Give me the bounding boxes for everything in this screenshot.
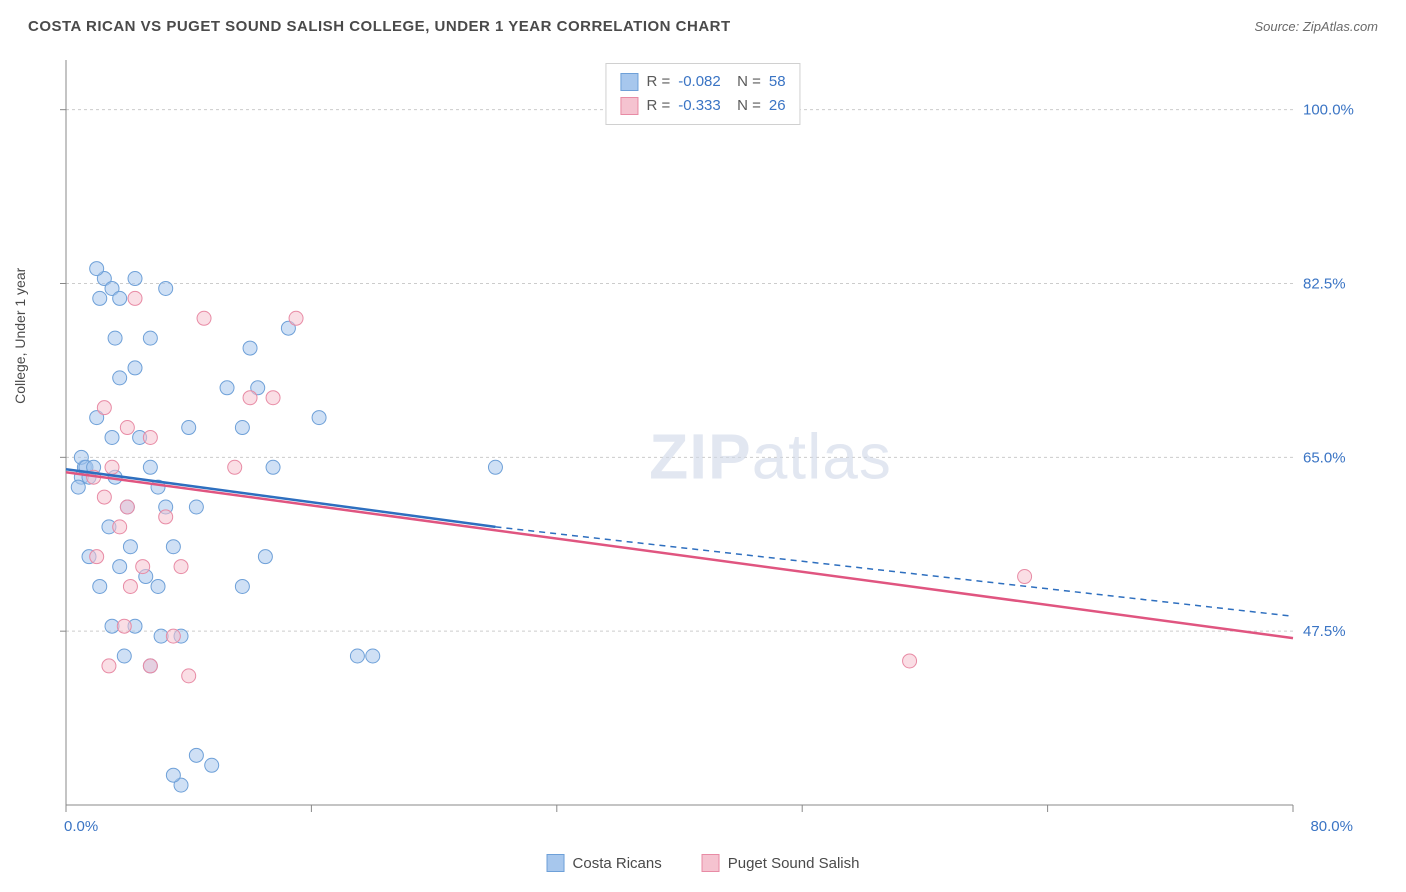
chart-title: COSTA RICAN VS PUGET SOUND SALISH COLLEG… xyxy=(28,18,731,35)
series-legend: Costa Ricans Puget Sound Salish xyxy=(547,854,860,872)
corr-label-n: N = xyxy=(729,94,761,118)
svg-text:65.0%: 65.0% xyxy=(1303,449,1346,466)
corr-value-n-1: 58 xyxy=(769,70,786,94)
swatch-legend-2 xyxy=(702,854,720,872)
legend-label-1: Costa Ricans xyxy=(573,855,662,872)
svg-text:100.0%: 100.0% xyxy=(1303,102,1354,119)
swatch-series-1 xyxy=(620,73,638,91)
legend-item-2: Puget Sound Salish xyxy=(702,854,860,872)
swatch-legend-1 xyxy=(547,854,565,872)
swatch-series-2 xyxy=(620,97,638,115)
legend-label-2: Puget Sound Salish xyxy=(728,855,860,872)
header: COSTA RICAN VS PUGET SOUND SALISH COLLEG… xyxy=(0,0,1406,47)
svg-text:47.5%: 47.5% xyxy=(1303,623,1346,640)
correlation-legend: R = -0.082 N = 58 R = -0.333 N = 26 xyxy=(605,63,800,125)
chart-area: College, Under 1 year 47.5%65.0%82.5%100… xyxy=(28,55,1378,872)
source-attribution: Source: ZipAtlas.com xyxy=(1254,19,1378,34)
legend-item-1: Costa Ricans xyxy=(547,854,662,872)
corr-label-r: R = xyxy=(646,70,670,94)
svg-text:80.0%: 80.0% xyxy=(1310,818,1353,835)
corr-value-r-2: -0.333 xyxy=(678,94,721,118)
corr-label-r: R = xyxy=(646,94,670,118)
corr-label-n: N = xyxy=(729,70,761,94)
corr-value-r-1: -0.082 xyxy=(678,70,721,94)
svg-text:82.5%: 82.5% xyxy=(1303,276,1346,293)
scatter-chart-svg: 47.5% 65.0% 82.5% 100.0% 0.0% 80.0% xyxy=(28,55,1363,850)
correlation-row-1: R = -0.082 N = 58 xyxy=(620,70,785,94)
svg-text:0.0%: 0.0% xyxy=(64,818,98,835)
y-axis-label: College, Under 1 year xyxy=(12,267,28,403)
corr-value-n-2: 26 xyxy=(769,94,786,118)
correlation-row-2: R = -0.333 N = 26 xyxy=(620,94,785,118)
